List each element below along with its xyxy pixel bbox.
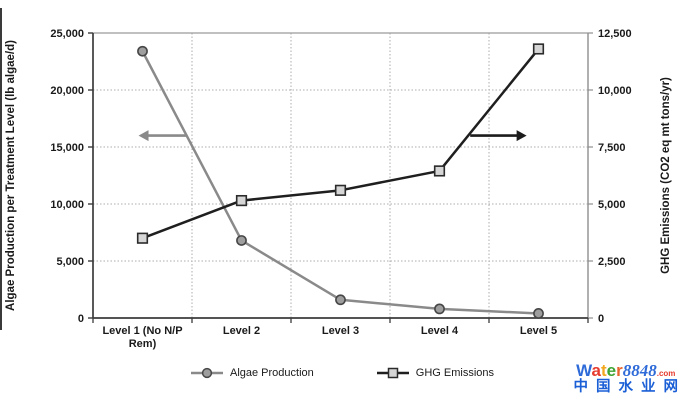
axis-arrows xyxy=(138,130,527,142)
watermark-letter: e xyxy=(606,360,617,380)
left-axis-tick-label: 10,000 xyxy=(50,199,84,211)
left-axis-title: Algae Production per Treatment Level (lb… xyxy=(5,40,17,311)
circle-marker xyxy=(533,308,544,319)
data-series xyxy=(136,43,545,319)
watermark-subtitle: 中国水业网 xyxy=(573,378,684,395)
legend-label: GHG Emissions xyxy=(415,367,495,379)
left-axis-arrow-head xyxy=(138,130,149,142)
watermark-brand-suffix: .com xyxy=(656,368,676,378)
right-axis-arrow-head xyxy=(516,130,527,142)
left-edge-artifact xyxy=(0,8,2,330)
watermark: Water8848.com 中国水业网 xyxy=(574,362,679,395)
gridlines xyxy=(93,33,588,318)
watermark-brand: Water8848.com xyxy=(574,362,679,380)
watermark-letter: t xyxy=(600,360,607,380)
circle-marker xyxy=(236,235,247,246)
watermark-brand-word: Water xyxy=(576,361,623,380)
right-axis-tick-label: 7,500 xyxy=(598,142,626,154)
watermark-letter: a xyxy=(591,360,601,380)
left-axis-tick-label: 15,000 xyxy=(50,142,84,154)
right-axis-tick-label: 2,500 xyxy=(598,256,626,268)
square-marker xyxy=(433,165,446,177)
circle-marker xyxy=(137,45,148,57)
legend-item-ghg-emissions: GHG Emissions xyxy=(376,366,494,380)
x-axis-category-label: Level 3 xyxy=(322,325,359,337)
legend: Algae Production GHG Emissions xyxy=(0,360,684,386)
square-marker xyxy=(136,232,149,244)
square-marker xyxy=(235,194,248,207)
circle-legend-marker xyxy=(190,367,223,379)
watermark-brand-number: 8848 xyxy=(622,360,657,380)
watermark-letter: r xyxy=(616,360,623,380)
series-line-algae-production xyxy=(141,50,539,315)
tick-labels: 0 5,000 10,000 15,000 20,000 25,000 0 2,500 5,00… xyxy=(50,28,631,325)
circle-marker xyxy=(335,294,346,306)
right-axis-tick-label: 5,000 xyxy=(598,199,626,211)
right-axis-tick-label: 0 xyxy=(598,313,604,325)
square-legend-marker xyxy=(376,367,409,379)
watermark-letter: W xyxy=(576,360,592,380)
axes xyxy=(88,32,593,323)
x-axis-category-label: Level 5 xyxy=(520,325,557,337)
x-axis-category-labels: Level 1 (No N/P Rem) Level 2 Level 3 Level 4… xyxy=(102,325,557,350)
left-axis-tick-label: 0 xyxy=(78,313,84,325)
square-marker xyxy=(334,184,347,196)
left-axis-tick-label: 5,000 xyxy=(56,256,84,268)
x-axis-category-label: Level 2 xyxy=(223,325,260,337)
left-axis-tick-label: 20,000 xyxy=(50,85,84,97)
x-axis-category-label: Level 1 (No N/P Rem) xyxy=(102,325,182,350)
series-line-ghg-emissions xyxy=(142,48,540,240)
square-marker xyxy=(532,43,545,55)
legend-label: Algae Production xyxy=(229,367,314,379)
legend-item-algae-production: Algae Production xyxy=(190,366,314,380)
right-axis-tick-label: 10,000 xyxy=(598,85,632,97)
x-axis-category-label: Level 4 xyxy=(421,325,459,337)
left-axis-tick-label: 25,000 xyxy=(50,28,84,40)
right-axis-title: GHG Emissions (CO2 eq mt tons/yr) xyxy=(660,77,672,274)
circle-marker xyxy=(434,303,445,315)
right-axis-tick-label: 12,500 xyxy=(598,28,632,40)
